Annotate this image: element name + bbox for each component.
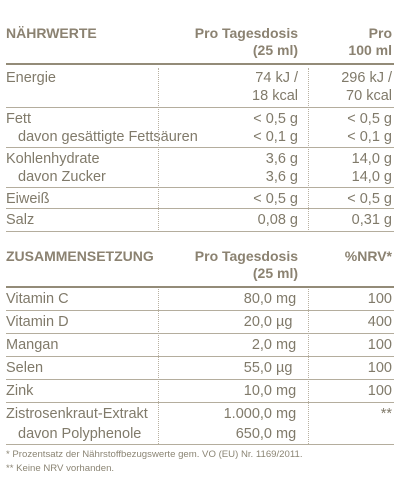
nutrition-title: NÄHRWERTE — [6, 25, 97, 41]
vitamin-c-nrv: 100 — [367, 291, 392, 307]
zink-nrv: 100 — [367, 383, 392, 399]
row-label-zistrosenkraut: Zistrosenkraut-Extrakt — [6, 406, 148, 422]
polyphenole-amount: 650,0 — [235, 426, 272, 442]
salz-100ml: 0,31 g — [351, 212, 392, 228]
column-separator — [158, 68, 159, 230]
eiweiss-100ml: < 0,5 g — [347, 191, 392, 207]
nutrition-header-per-100ml: Pro 100 ml — [348, 25, 392, 58]
vitamin-c-unit: mg — [276, 291, 297, 307]
row-label-fett: Fett — [6, 111, 31, 127]
divider — [6, 147, 394, 148]
column-separator — [308, 289, 309, 444]
divider — [6, 379, 394, 380]
eiweiss-dose: < 0,5 g — [253, 191, 298, 207]
vitamin-c-amount: 80,0 — [243, 291, 272, 307]
zistrosenkraut-unit: mg — [276, 406, 297, 422]
row-label-eiweiss: Eiweiß — [6, 191, 50, 207]
column-separator — [158, 289, 159, 444]
divider — [6, 187, 394, 188]
footnote-no-nrv: ** Keine NRV vorhanden. — [6, 463, 115, 474]
row-label-polyphenole: davon Polyphenole — [18, 426, 142, 442]
fett-100ml: < 0,5 g — [347, 111, 392, 127]
row-label-vitamin-d: Vitamin D — [6, 314, 69, 330]
zucker-100ml: 14,0 g — [351, 169, 392, 185]
vitamin-d-nrv: 400 — [367, 314, 392, 330]
zistrosenkraut-amount: 1.000,0 — [223, 406, 272, 422]
mangan-amount: 2,0 — [251, 337, 272, 353]
nutrition-header-daily-dose: Pro Tagesdosis (25 ml) — [194, 25, 298, 58]
row-label-mangan: Mangan — [6, 337, 59, 353]
divider — [6, 333, 394, 334]
selen-amount: 55,0 — [243, 360, 272, 376]
zistrosenkraut-nrv: ** — [380, 406, 392, 422]
composition-header-daily-dose: Pro Tagesdosis (25 ml) — [194, 248, 298, 281]
divider — [6, 310, 394, 311]
row-label-vitamin-c: Vitamin C — [6, 291, 69, 307]
salz-dose: 0,08 g — [257, 212, 298, 228]
row-label-kohlenhydrate: Kohlenhydrate — [6, 151, 100, 167]
footnote-nrv-definition: * Prozentsatz der Nährstoffbezugswerte g… — [6, 449, 303, 460]
zucker-dose: 3,6 g — [265, 169, 298, 185]
kohlenhydrate-dose: 3,6 g — [265, 151, 298, 167]
divider — [6, 402, 394, 403]
mangan-nrv: 100 — [367, 337, 392, 353]
row-label-energie: Energie — [6, 70, 56, 86]
composition-header-rule — [6, 286, 394, 288]
composition-header-nrv: %NRV* — [344, 248, 392, 264]
divider — [6, 231, 394, 232]
divider — [6, 356, 394, 357]
selen-unit: µg — [276, 360, 293, 376]
divider — [6, 107, 394, 108]
fett-dose: < 0,5 g — [253, 111, 298, 127]
zink-amount: 10,0 — [243, 383, 272, 399]
composition-title: ZUSAMMENSETZUNG — [6, 248, 154, 264]
mangan-unit: mg — [276, 337, 297, 353]
zink-unit: mg — [276, 383, 297, 399]
gesaettigte-100ml: < 0,1 g — [347, 129, 392, 145]
polyphenole-unit: mg — [276, 426, 297, 442]
row-label-zucker: davon Zucker — [18, 169, 106, 185]
energie-100ml-kj: 296 kJ / — [341, 70, 392, 86]
kohlenhydrate-100ml: 14,0 g — [351, 151, 392, 167]
vitamin-d-amount: 20,0 — [243, 314, 272, 330]
energie-dose-kcal: 18 kcal — [252, 88, 298, 104]
vitamin-d-unit: µg — [276, 314, 293, 330]
gesaettigte-dose: < 0,1 g — [253, 129, 298, 145]
row-label-gesaettigte: davon gesättigte Fettsäuren — [18, 129, 198, 145]
column-separator — [308, 68, 309, 230]
nutrition-header-rule — [6, 63, 394, 65]
row-label-zink: Zink — [6, 383, 34, 399]
energie-dose-kj: 74 kJ / — [255, 70, 298, 86]
row-label-selen: Selen — [6, 360, 44, 376]
divider — [6, 444, 394, 445]
divider — [6, 208, 394, 209]
selen-nrv: 100 — [367, 360, 392, 376]
row-label-salz: Salz — [6, 212, 35, 228]
energie-100ml-kcal: 70 kcal — [346, 88, 392, 104]
